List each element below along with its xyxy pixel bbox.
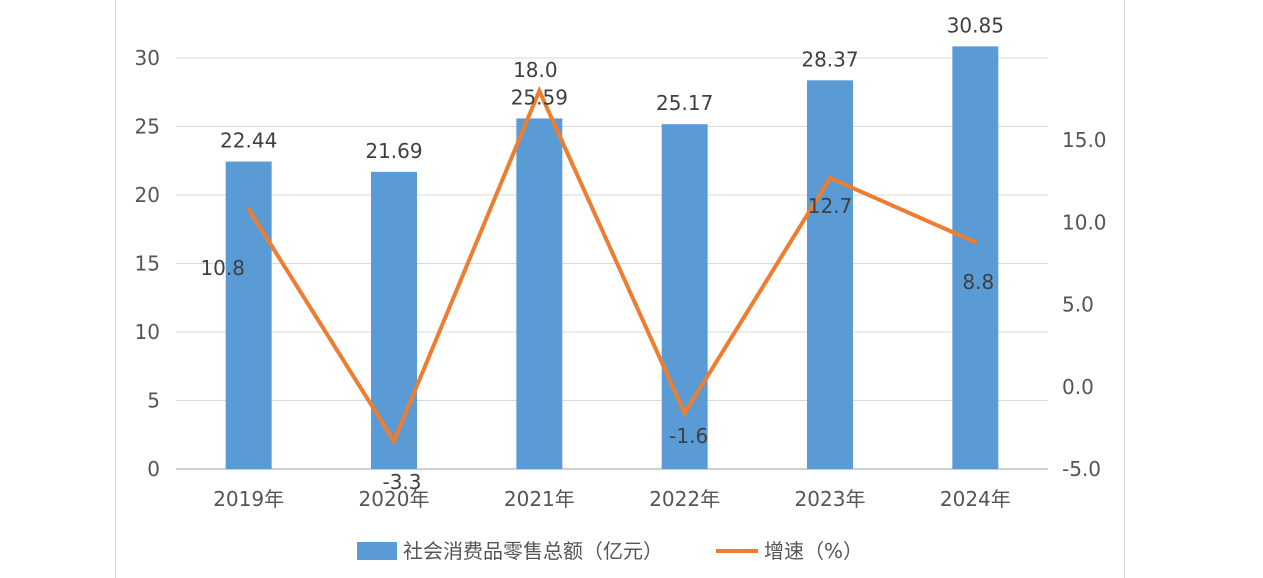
- x-tick-label: 2021年: [504, 487, 575, 511]
- y-left-tick-label: 5: [147, 389, 160, 413]
- growth-line: [246, 85, 977, 446]
- line-data-label: 8.8: [962, 270, 994, 294]
- chart-frame: 0 5 10 15 20 25 30 -5.0 0.0 5.0 10.0 15.0 2019年 2020年…: [115, 0, 1125, 578]
- line-data-label: -3.3: [382, 470, 421, 494]
- y-left-tick-label: 15: [135, 252, 160, 276]
- line-data-label: -1.6: [669, 424, 708, 448]
- y-right-tick-label: 0.0: [1062, 375, 1094, 399]
- line-point: [828, 176, 832, 181]
- line-data-label: 18.0: [513, 58, 558, 82]
- bar: [516, 118, 563, 470]
- legend-label-bar: 社会消费品零售总额（亿元）: [403, 539, 663, 563]
- data-labels: 22.44 21.69 25.59 25.17 28.37 30.85 10.8 -3.3 18…: [200, 13, 1004, 494]
- legend-label-line: 增速（%）: [764, 539, 863, 563]
- bar-data-label: 28.37: [801, 47, 858, 71]
- legend: 社会消费品零售总额（亿元） 增速（%）: [357, 539, 863, 563]
- bar: [807, 80, 853, 470]
- line-data-label: 10.8: [200, 256, 245, 280]
- line-series: [246, 85, 978, 446]
- line-point: [682, 411, 687, 416]
- bar: [952, 46, 999, 469]
- bar-data-label: 25.17: [656, 91, 713, 115]
- x-tick-label: 2022年: [649, 487, 720, 511]
- x-tick-label: 2024年: [940, 487, 1011, 511]
- x-tick-label: 2020年: [359, 487, 430, 511]
- bar-data-label: 21.69: [365, 139, 422, 163]
- y-right-tick-label: 5.0: [1062, 293, 1094, 317]
- y-left-tick-label: 0: [147, 457, 160, 481]
- y-left-tick-label: 30: [135, 46, 160, 70]
- bar-data-label: 25.59: [511, 85, 568, 109]
- line-point: [246, 207, 251, 212]
- y-left-tick-label: 10: [135, 320, 160, 344]
- chart-svg: 0 5 10 15 20 25 30 -5.0 0.0 5.0 10.0 15.0 2019年 2020年…: [135, 13, 1107, 563]
- line-data-label: 12.7: [808, 194, 853, 218]
- axes: 0 5 10 15 20 25 30 -5.0 0.0 5.0 10.0 15.0 2019年 2020年…: [135, 46, 1107, 511]
- line-point: [392, 439, 396, 444]
- y-left-tick-label: 25: [135, 115, 160, 139]
- y-right-tick-label: 15.0: [1062, 128, 1107, 152]
- x-tick-label: 2019年: [213, 487, 284, 511]
- bar-series: [225, 46, 999, 470]
- bar: [371, 171, 417, 470]
- line-point: [537, 88, 542, 93]
- bar-data-label: 30.85: [947, 13, 1004, 37]
- x-tick-label: 2023年: [795, 487, 866, 511]
- y-right-tick-label: -5.0: [1062, 457, 1101, 481]
- bar: [661, 124, 708, 470]
- gridlines: [176, 57, 1048, 401]
- legend-swatch-bar: [357, 542, 397, 560]
- line-point: [973, 240, 978, 245]
- y-right-tick-label: 10.0: [1062, 210, 1107, 234]
- y-left-tick-label: 20: [135, 183, 160, 207]
- bar-data-label: 22.44: [220, 129, 277, 153]
